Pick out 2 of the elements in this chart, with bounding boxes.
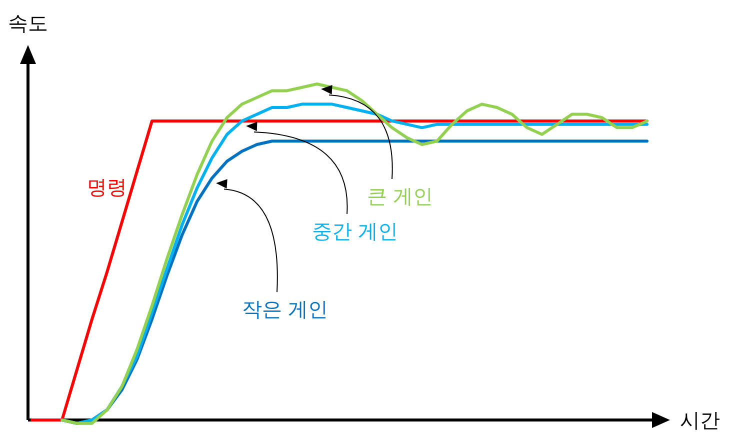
xlabel: 시간 [680, 408, 720, 432]
ylabel: 속도 [8, 11, 48, 35]
